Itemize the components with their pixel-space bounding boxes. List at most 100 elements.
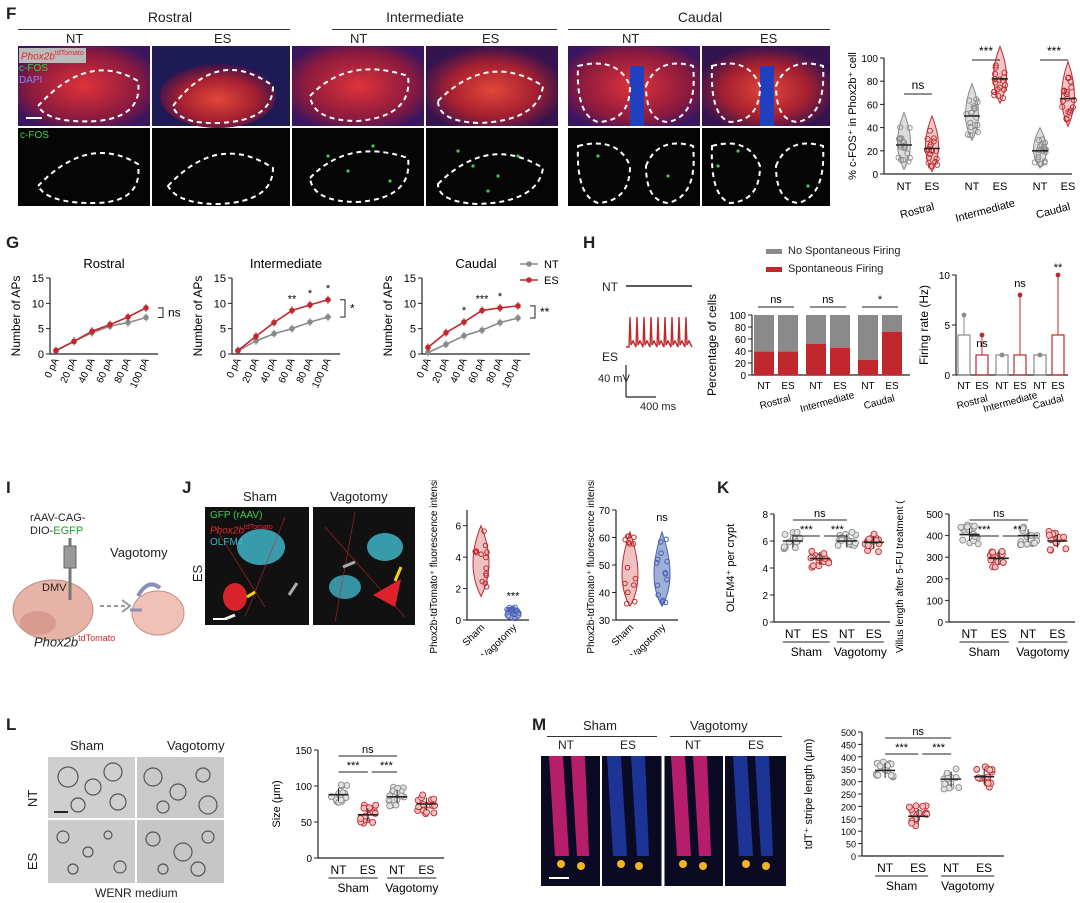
series-line-nt (237, 316, 329, 352)
data-point (497, 319, 503, 326)
data-point (1046, 546, 1054, 554)
f-label-es-caudal: ES (760, 31, 778, 46)
y-tick-label: 350 (841, 765, 856, 775)
bar-segment-firing (806, 343, 826, 375)
data-point (1034, 156, 1041, 163)
outlier-point (1055, 272, 1061, 278)
panel-letter-G: G (6, 233, 20, 252)
data-point (1023, 540, 1031, 548)
data-point (512, 615, 518, 622)
x-tick-label: NT (839, 627, 856, 641)
data-point (991, 563, 999, 571)
y-tick-label: 50 (846, 840, 856, 850)
bar-segment-no-firing (882, 315, 902, 332)
data-point (809, 562, 817, 570)
data-point (630, 541, 637, 547)
y-tick-label: 200 (926, 575, 943, 586)
data-point (1041, 139, 1049, 146)
data-point (966, 97, 973, 104)
sig-label: *** (979, 44, 993, 58)
y-axis-label: Firing rate (Hz) (918, 285, 931, 365)
x-tick-label: NT (331, 863, 348, 877)
series-line-nt (55, 316, 147, 352)
legend-label: ES (544, 275, 559, 287)
group-label: Caudal (1035, 201, 1072, 222)
data-point (1062, 545, 1070, 553)
chart-j-gfp-pos: 0 2 4 6 GFP⁺: Phox2b-tdTomato⁺ fluorescence … (429, 480, 529, 655)
data-point (1068, 84, 1075, 91)
data-point (1000, 94, 1007, 102)
group-label: Intermediate (799, 390, 856, 415)
data-point (1067, 107, 1074, 114)
y-tick-label: 60 (599, 534, 611, 545)
data-point (515, 303, 521, 309)
data-point (125, 314, 131, 320)
data-point (483, 583, 490, 590)
y-axis-label: Number of APs (9, 276, 23, 357)
data-point (307, 319, 313, 325)
point-sig: * (462, 305, 467, 317)
y-tick-label: 0 (872, 170, 878, 181)
y-tick-label: 500 (841, 728, 856, 738)
x-tick-label: ES (910, 861, 926, 875)
y-tick-label: 4 (455, 553, 461, 564)
chart-title: Caudal (455, 256, 496, 271)
data-point (506, 604, 513, 611)
x-tick-label: NT (1033, 181, 1048, 193)
y-tick-label: 400 (926, 532, 943, 543)
y-tick-label: 8 (762, 510, 768, 521)
data-point (484, 549, 490, 555)
i-mouse: Phox2btdTomato (34, 633, 115, 649)
data-point (664, 558, 670, 565)
data-point (967, 132, 974, 139)
data-point (289, 307, 295, 314)
data-point (1002, 82, 1009, 89)
m-es-2: ES (748, 738, 765, 752)
data-point (875, 548, 882, 556)
box (995, 354, 1009, 376)
y-tick-label: 6 (762, 537, 768, 548)
m-micrographs (541, 756, 786, 886)
f-region-caudal: Caudal (677, 9, 723, 25)
m-sham-line (547, 736, 657, 737)
y-tick-label: 80 (867, 77, 879, 88)
data-point (919, 802, 927, 810)
data-point (143, 314, 149, 321)
sig-bracket (158, 307, 164, 319)
h-scale-ms: 400 ms (640, 401, 677, 413)
bar-segment-no-firing (806, 315, 826, 344)
data-point (1035, 149, 1042, 156)
data-point (425, 344, 431, 351)
data-point (235, 347, 241, 354)
data-point (631, 598, 638, 605)
l-es: ES (25, 852, 41, 871)
sig-label: ns (912, 726, 924, 738)
chart-k-villus: 0 100 200 300 400 500 Villus length after 5-FU… (895, 500, 1075, 659)
data-point (473, 549, 480, 556)
y-tick-label: 60 (867, 100, 879, 111)
data-point (972, 127, 979, 134)
data-point (957, 523, 965, 531)
data-point (915, 809, 923, 817)
data-point (89, 328, 95, 334)
y-tick-label: 100 (841, 827, 856, 837)
m-sham: Sham (583, 718, 617, 733)
group-label: Sham (886, 879, 917, 893)
legend-label: NT (544, 259, 559, 271)
data-point (419, 791, 427, 799)
data-point (952, 765, 960, 773)
y-axis-label: GFP⁺: Phox2b-tdTomato⁺ fluorescence inte… (429, 480, 440, 655)
group-label: Sham (337, 881, 368, 895)
data-point (968, 109, 975, 116)
y-tick-label: 40 (599, 589, 611, 600)
y-axis-label: Number of APs (191, 276, 205, 357)
data-point (967, 124, 974, 131)
x-tick-label: NT (389, 863, 406, 877)
x-tick-label: 0 pA (415, 356, 434, 380)
data-point (999, 559, 1007, 566)
data-point (1060, 533, 1068, 541)
data-point (271, 330, 277, 337)
group-label: Intermediate (954, 197, 1016, 222)
data-point (663, 536, 669, 543)
group-label: Sham (791, 645, 822, 659)
